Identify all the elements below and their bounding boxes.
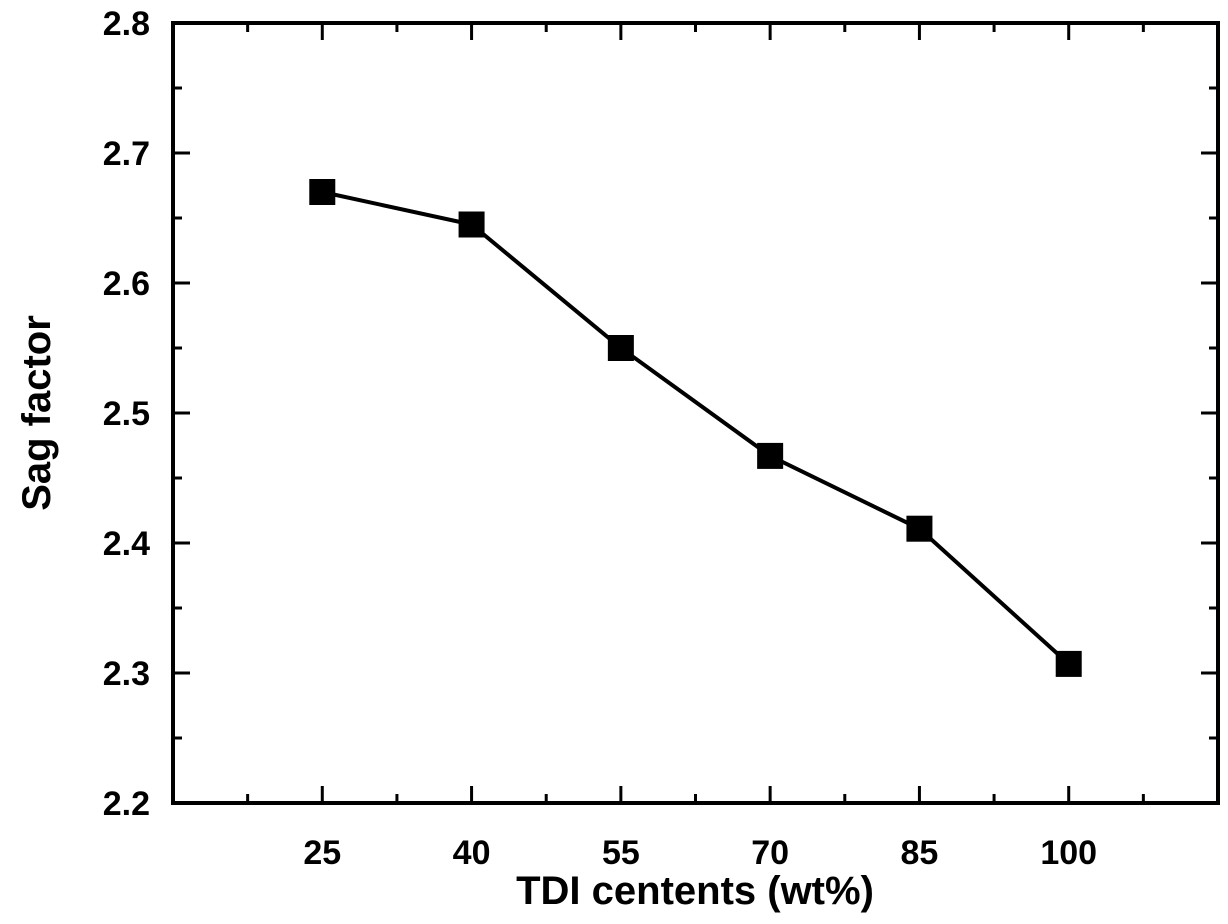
y-tick-label: 2.4	[103, 525, 150, 563]
series-lines	[321, 190, 1071, 666]
x-tick-label: 100	[1040, 834, 1097, 872]
y-tick-label: 2.2	[103, 785, 150, 823]
x-tick-label: 40	[453, 834, 491, 872]
x-tick-label: 70	[751, 834, 789, 872]
y-axis-title: Sag factor	[15, 315, 59, 511]
y-tick-label: 2.7	[103, 135, 150, 173]
x-axis-title: TDI centents (wt%)	[516, 869, 874, 913]
y-tick-label: 2.6	[103, 265, 150, 303]
x-tick-label: 55	[602, 834, 640, 872]
plot-frame	[171, 21, 1220, 805]
y-tick-labels: 2.2 2.3 2.4 2.5 2.6 2.7 2.8	[103, 5, 150, 823]
data-point-marker	[607, 335, 634, 361]
data-point-marker	[1055, 650, 1082, 677]
y-tick-label: 2.3	[103, 655, 150, 693]
y-tick-label: 2.5	[103, 395, 150, 433]
y-tick-label: 2.8	[103, 5, 150, 43]
data-point-marker	[906, 515, 933, 542]
x-tick-labels: 25 40 55 70 85 100	[303, 834, 1097, 872]
series-line	[321, 190, 1071, 666]
data-point-marker	[757, 442, 784, 469]
data-point-marker	[458, 211, 485, 238]
series-markers	[309, 179, 1082, 677]
data-point-marker	[309, 179, 336, 205]
x-tick-label: 25	[303, 834, 341, 872]
x-tick-label: 85	[901, 834, 939, 872]
major-ticks	[173, 21, 1218, 805]
minor-ticks	[173, 23, 1218, 803]
